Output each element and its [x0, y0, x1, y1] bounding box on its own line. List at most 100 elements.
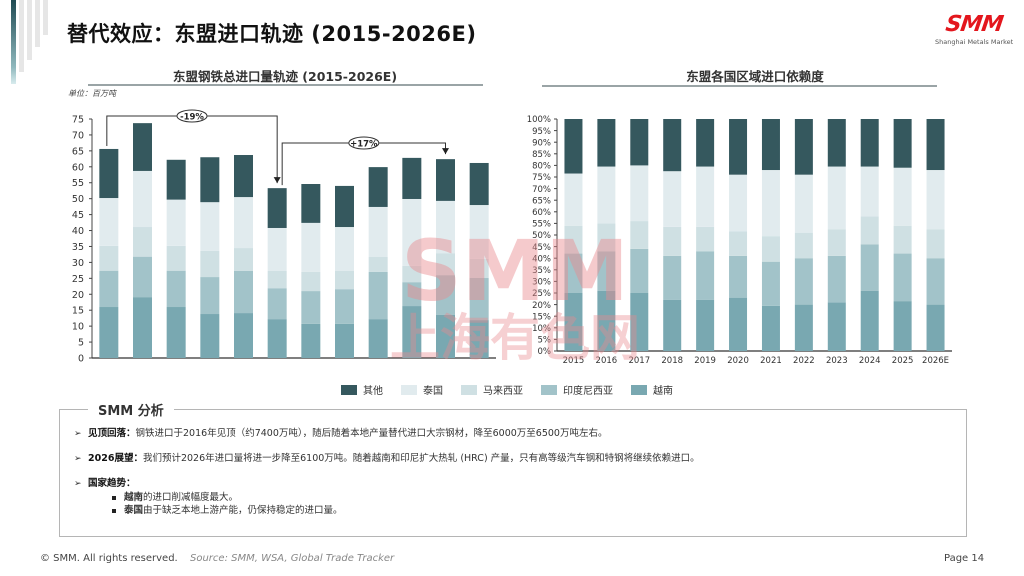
- y-tick-label: 25%: [532, 289, 551, 299]
- bar-segment-泰国: [794, 174, 813, 233]
- bar-segment-越南: [402, 306, 422, 358]
- bar-segment-其他: [301, 184, 321, 223]
- bar-segment-泰国: [99, 198, 119, 246]
- bar-segment-越南: [696, 299, 715, 351]
- legend-label: 泰国: [423, 386, 443, 397]
- bar-segment-马来西亚: [827, 229, 846, 256]
- page-title: 替代效应：东盟进口轨迹 (2015-2026E): [67, 22, 477, 46]
- bar-segment-印度尼西亚: [234, 271, 253, 314]
- bar-segment-其他: [827, 119, 846, 167]
- bar-segment-泰国: [827, 166, 846, 230]
- y-tick-label: 100%: [527, 115, 551, 125]
- bar-segment-泰国: [200, 202, 220, 251]
- bar-segment-马来西亚: [133, 227, 152, 257]
- arrowhead-icon: [442, 148, 449, 155]
- bar-segment-印度尼西亚: [402, 282, 422, 307]
- bar-segment-马来西亚: [200, 250, 220, 278]
- bar-segment-其他: [133, 123, 152, 171]
- y-tick-label: 75%: [532, 173, 551, 183]
- bar-segment-马来西亚: [729, 231, 748, 256]
- y-tick-label: 50%: [532, 231, 551, 241]
- bar-segment-越南: [436, 314, 455, 358]
- bar-segment-马来西亚: [794, 232, 813, 259]
- y-tick-label: 60: [72, 162, 84, 173]
- x-tick-label: 2021: [760, 356, 782, 366]
- bar-segment-泰国: [729, 174, 748, 232]
- bar-segment-越南: [368, 319, 388, 358]
- left-chart-rule: [88, 84, 483, 86]
- bar-segment-越南: [564, 293, 583, 351]
- decor-stripe: [19, 0, 24, 72]
- bar-segment-泰国: [761, 170, 780, 237]
- bar-segment-马来西亚: [166, 245, 186, 271]
- bar-segment-印度尼西亚: [761, 261, 780, 306]
- bar-segment-泰国: [469, 205, 489, 259]
- y-tick-label: 80%: [532, 162, 551, 172]
- bar-segment-泰国: [436, 200, 455, 254]
- bar-segment-印度尼西亚: [301, 291, 321, 324]
- x-tick-label: 2025: [892, 356, 914, 366]
- bar-segment-越南: [761, 305, 780, 351]
- sub-bullet-text: 由于缺乏本地上游产能，仍保持稳定的进口量。: [143, 505, 343, 516]
- left-chart-title: 东盟钢铁总进口量轨迹 (2015-2026E): [172, 69, 398, 84]
- bar-segment-其他: [794, 119, 813, 175]
- x-tick-label: 2020: [727, 356, 749, 366]
- bar-segment-印度尼西亚: [166, 270, 186, 308]
- bar-segment-马来西亚: [860, 216, 879, 245]
- footer-source: Source: SMM, WSA, Global Trade Tracker: [190, 553, 395, 564]
- y-tick-label: 20: [72, 290, 84, 301]
- analysis-sub-bullet: 泰国由于缺乏本地上游产能，仍保持稳定的进口量。: [112, 502, 343, 516]
- y-tick-label: 35: [72, 242, 84, 253]
- y-tick-label: 70%: [532, 185, 551, 195]
- logo-subtitle: Shanghai Metals Market: [935, 38, 1014, 46]
- y-tick-label: 45: [72, 210, 84, 221]
- bar-segment-印度尼西亚: [860, 244, 879, 291]
- bar-segment-其他: [696, 119, 715, 167]
- bar-segment-马来西亚: [564, 225, 583, 254]
- bar-segment-泰国: [860, 166, 879, 217]
- bar-segment-泰国: [402, 198, 422, 266]
- bar-segment-马来西亚: [301, 271, 321, 292]
- bar-segment-马来西亚: [696, 226, 715, 252]
- bar-segment-泰国: [663, 171, 682, 227]
- sub-bullet-label: 越南: [124, 492, 144, 503]
- bar-segment-马来西亚: [436, 253, 455, 276]
- legend-label: 印度尼西亚: [563, 386, 613, 397]
- bar-segment-泰国: [696, 166, 715, 227]
- bar-segment-泰国: [166, 199, 186, 246]
- bar-segment-印度尼西亚: [564, 253, 583, 293]
- bar-segment-越南: [729, 297, 748, 351]
- legend-item: 印度尼西亚: [541, 382, 613, 397]
- bullet-label: 国家趋势：: [88, 478, 136, 489]
- legend: 其他 泰国 马来西亚 印度尼西亚 越南: [341, 382, 673, 397]
- bar-segment-马来西亚: [368, 256, 388, 272]
- bar-segment-印度尼西亚: [893, 253, 912, 302]
- page-number: Page 14: [944, 553, 985, 564]
- legend-item: 马来西亚: [461, 382, 523, 397]
- legend-swatch: [461, 384, 477, 395]
- bar-segment-其他: [729, 119, 748, 175]
- bar-segment-泰国: [234, 197, 253, 249]
- x-tick-label: 2018: [661, 356, 683, 366]
- y-tick-label: 30: [72, 258, 84, 269]
- bar-segment-马来西亚: [99, 245, 119, 271]
- bar-segment-泰国: [893, 167, 912, 226]
- bar-segment-马来西亚: [267, 271, 287, 289]
- y-tick-label: 10: [72, 322, 84, 333]
- y-tick-label: 55: [72, 178, 84, 189]
- bar-segment-泰国: [564, 173, 583, 226]
- smm-logo: SMM Shanghai Metals Market: [935, 12, 1014, 46]
- bar-segment-其他: [597, 119, 616, 167]
- y-tick-label: 40: [72, 226, 84, 237]
- y-tick-label: 10%: [532, 324, 551, 334]
- bar-segment-越南: [827, 302, 846, 351]
- y-tick-label: 65%: [532, 196, 551, 206]
- bar-segment-其他: [99, 148, 119, 199]
- decor-stripe: [27, 0, 32, 60]
- bar-segment-泰国: [368, 206, 388, 257]
- arrow-bullet-icon: ➢: [74, 429, 82, 439]
- bar-segment-其他: [267, 188, 287, 228]
- bar-segment-其他: [200, 157, 220, 203]
- legend-item: 泰国: [401, 382, 443, 397]
